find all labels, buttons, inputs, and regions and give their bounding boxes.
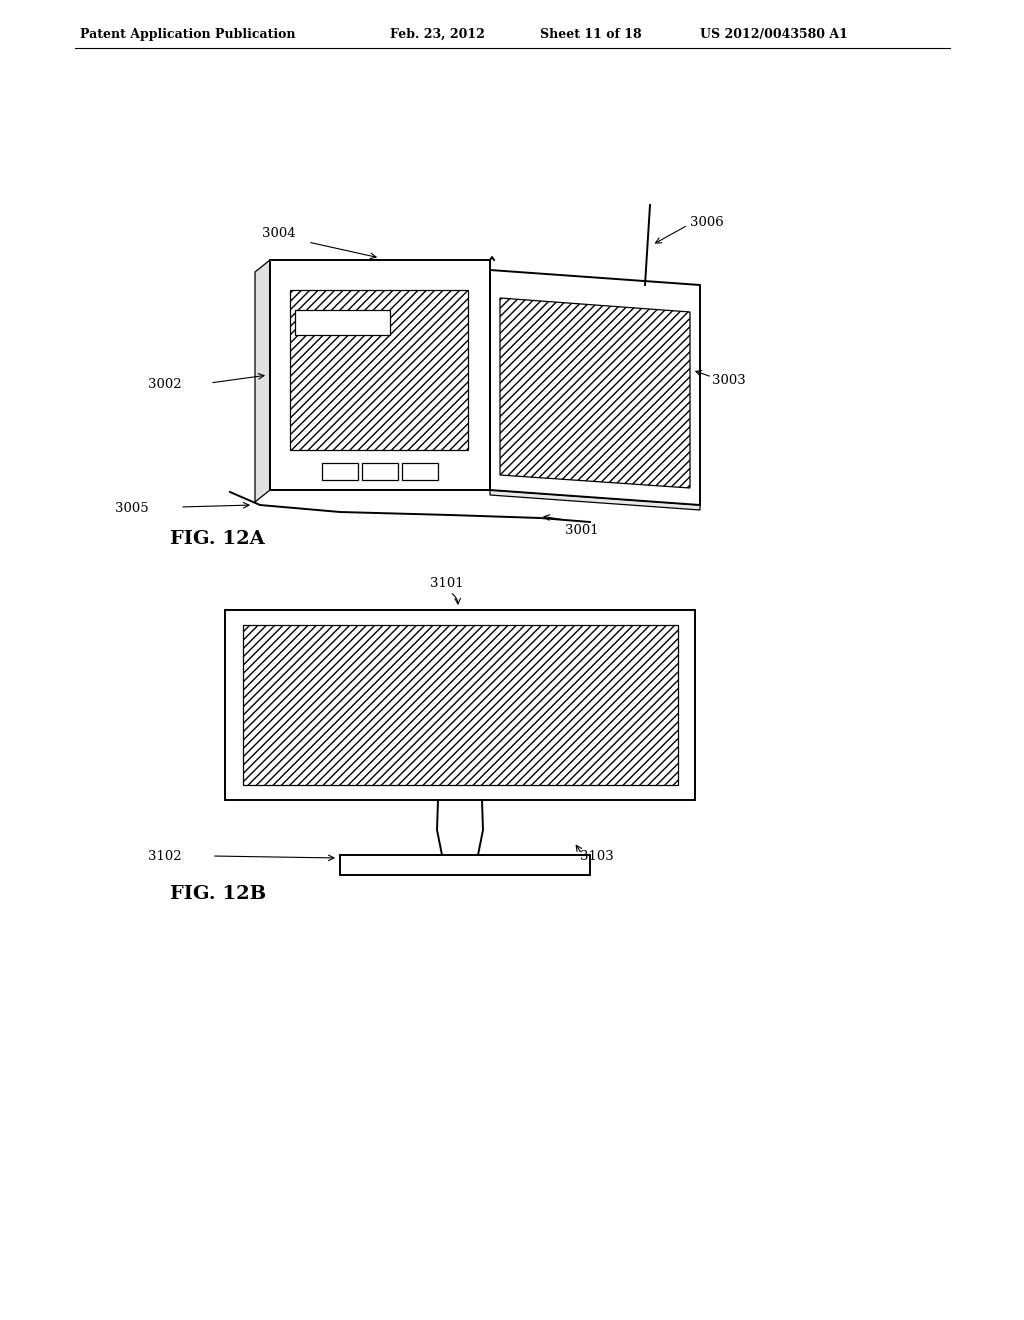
Text: Sheet 11 of 18: Sheet 11 of 18 [540, 28, 642, 41]
Text: FIG. 12B: FIG. 12B [170, 884, 266, 903]
Polygon shape [490, 490, 700, 510]
Polygon shape [255, 260, 270, 502]
Polygon shape [270, 260, 490, 490]
Polygon shape [290, 290, 468, 450]
Text: 3103: 3103 [580, 850, 613, 862]
Text: 3102: 3102 [148, 850, 181, 862]
Polygon shape [402, 463, 438, 480]
Text: 3006: 3006 [690, 215, 724, 228]
Polygon shape [225, 610, 695, 800]
Text: 3003: 3003 [712, 374, 745, 387]
Polygon shape [340, 855, 590, 875]
Polygon shape [500, 298, 690, 488]
Text: 3001: 3001 [565, 524, 599, 537]
Polygon shape [295, 310, 390, 335]
Polygon shape [362, 463, 398, 480]
Polygon shape [490, 271, 700, 506]
Text: Feb. 23, 2012: Feb. 23, 2012 [390, 28, 485, 41]
Text: Patent Application Publication: Patent Application Publication [80, 28, 296, 41]
Text: US 2012/0043580 A1: US 2012/0043580 A1 [700, 28, 848, 41]
Polygon shape [322, 463, 358, 480]
Text: 3002: 3002 [148, 379, 181, 392]
Text: 3101: 3101 [430, 577, 464, 590]
Text: FIG. 12A: FIG. 12A [170, 531, 265, 548]
Polygon shape [243, 624, 678, 785]
Text: 3005: 3005 [115, 502, 148, 515]
Text: 3004: 3004 [262, 227, 296, 240]
